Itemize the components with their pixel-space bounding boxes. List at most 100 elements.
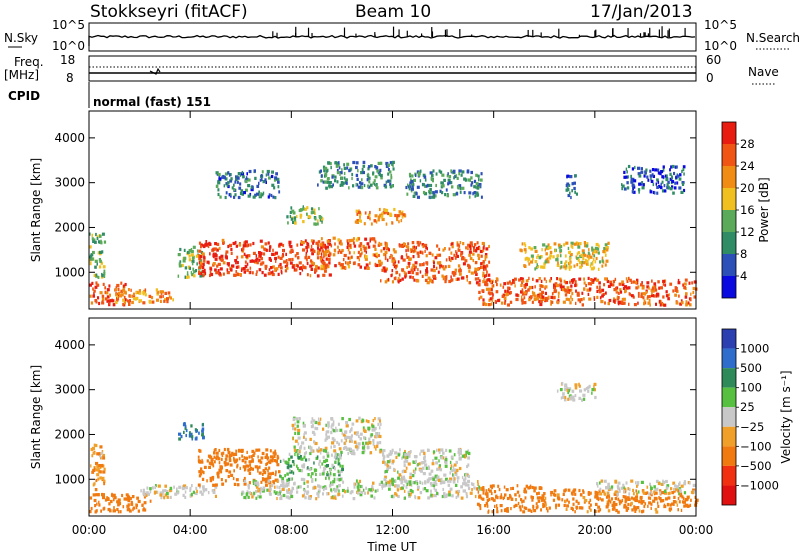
velocity-colorbar-segment (722, 407, 736, 427)
power-region-5 (316, 236, 383, 271)
power-colorbar-tick-label: 20 (740, 181, 755, 195)
power-region-1 (115, 288, 174, 305)
power-region-12 (565, 174, 578, 200)
velocity-colorbar-segment (722, 348, 736, 369)
nsky-tick-top: 10^5 (52, 18, 85, 32)
velocity-colorbar-tick-label: 500 (740, 361, 762, 375)
velocity-region-0 (89, 492, 152, 514)
power-region-9 (405, 169, 483, 200)
nave-tick-bottom: 0 (706, 71, 714, 85)
velocity-colorbar-tick-label: 25 (740, 400, 755, 414)
y-tick-label: 3000 (54, 176, 85, 190)
velocity-region-7 (476, 484, 547, 514)
power-x-axis (88, 111, 697, 309)
velocity-colorbar-segment (722, 485, 736, 505)
velocity-region-5 (291, 416, 383, 456)
velocity-region-11 (279, 452, 344, 482)
power-ylabel: Slant Range [km] (29, 158, 43, 262)
power-region-13 (215, 169, 281, 200)
freq-frame (88, 55, 697, 82)
power-region-2 (89, 232, 107, 279)
velocity-region-9 (556, 381, 597, 402)
power-colorbar-segment (722, 276, 736, 298)
velocity-region-6 (382, 447, 471, 487)
power-region-7 (354, 207, 407, 226)
velocity-colorbar-tick-label: −100 (740, 439, 772, 453)
power-colorbar-segment (722, 254, 736, 276)
velocity-x-axis: 00:00 04:00 08:00 12:00 16:00 20:00 00:00 (72, 318, 714, 537)
x-tick-label: 08:00 (274, 523, 309, 537)
station-title: Stokkseyri (fitACF) (90, 2, 248, 22)
power-colorbar-tick-label: 28 (740, 137, 755, 151)
nave-label: Nave (748, 65, 779, 79)
power-colorbar: 4 8 12 16 20 24 28 (721, 121, 755, 299)
power-colorbar-segment (722, 166, 736, 188)
velocity-colorbar-frame (721, 328, 737, 506)
nsearch-label: N.Search (746, 31, 800, 45)
velocity-ylabel: Slant Range [km] (29, 365, 43, 469)
x-tick-label: 00:00 (679, 523, 714, 537)
x-tick-label: 20:00 (578, 523, 613, 537)
velocity-colorbar-tick-label: −25 (740, 420, 764, 434)
power-colorbar-tick-label: 4 (740, 269, 747, 283)
velocity-colorbar-segment (722, 465, 736, 486)
freq-label-1: Freq. (14, 55, 44, 69)
x-axis-label: Time UT (366, 540, 417, 554)
velocity-colorbar-tick-label: 100 (740, 381, 762, 395)
freq-label-2: [MHz] (4, 68, 39, 82)
velocity-region-3 (197, 447, 281, 487)
nave-tick-top: 60 (706, 53, 721, 67)
nsky-right-tick-top: 10^5 (704, 18, 737, 32)
power-region-10 (477, 276, 698, 307)
freq-tick-top: 18 (60, 53, 75, 67)
velocity-panel: 1000 2000 3000 4000 00:00 04:00 08:00 12:00 16:… (29, 317, 793, 537)
power-heatmap (89, 160, 698, 307)
beam-title: Beam 10 (355, 2, 431, 22)
power-region-4 (198, 238, 332, 278)
velocity-colorbar-tick-label: −500 (740, 459, 772, 473)
freq-tick-bottom: 8 (66, 71, 74, 85)
y-tick-label: 1000 (54, 472, 85, 486)
date-title: 17/Jan/2013 (590, 2, 693, 22)
power-colorbar-segment (722, 144, 736, 166)
power-region-14 (621, 164, 686, 195)
power-region-6 (380, 240, 491, 285)
velocity-colorbar-segment (722, 387, 736, 408)
freq-glitch (149, 67, 161, 75)
velocity-region-10 (596, 479, 696, 496)
power-colorbar-segment (722, 210, 736, 232)
power-colorbar-segment (722, 232, 736, 254)
power-colorbar-label: Power [dB] (757, 177, 771, 242)
nsky-line (88, 34, 696, 46)
velocity-region-12 (178, 422, 205, 441)
power-colorbar-tick-label: 8 (740, 247, 747, 261)
power-colorbar-tick-label: 24 (740, 159, 755, 173)
power-colorbar-segment (722, 188, 736, 210)
freq-panel: Freq. [MHz] 18 8 60 0 Nave (4, 53, 779, 85)
power-region-15 (286, 205, 324, 226)
velocity-y-axis: 1000 2000 3000 4000 (54, 338, 696, 486)
nsky-right-tick-bottom: 10^0 (704, 39, 737, 53)
velocity-colorbar-segment (722, 329, 736, 349)
velocity-colorbar-segment (722, 446, 736, 466)
nsky-trace (88, 26, 696, 46)
power-colorbar-tick-label: 12 (740, 225, 755, 239)
x-tick-label: 12:00 (375, 523, 410, 537)
power-region-0 (89, 281, 131, 307)
nsky-label: N.Sky (4, 31, 38, 45)
y-tick-label: 4000 (54, 131, 85, 145)
y-tick-label: 3000 (54, 383, 85, 397)
power-colorbar-tick-label: 16 (740, 203, 755, 217)
y-tick-label: 2000 (54, 427, 85, 441)
velocity-region-4 (241, 479, 483, 501)
velocity-colorbar-tick-label: 1000 (740, 342, 769, 356)
cpid-label: CPID (8, 89, 40, 103)
velocity-colorbar-segment (722, 426, 736, 447)
y-tick-label: 4000 (54, 338, 85, 352)
velocity-region-8 (544, 488, 699, 514)
x-tick-label: 16:00 (476, 523, 511, 537)
nsky-panel: N.Sky 10^5 10^0 10^5 10^0 N.Search (4, 18, 800, 53)
power-y-axis: 1000 2000 3000 4000 (54, 131, 696, 279)
power-region-11 (519, 241, 610, 271)
